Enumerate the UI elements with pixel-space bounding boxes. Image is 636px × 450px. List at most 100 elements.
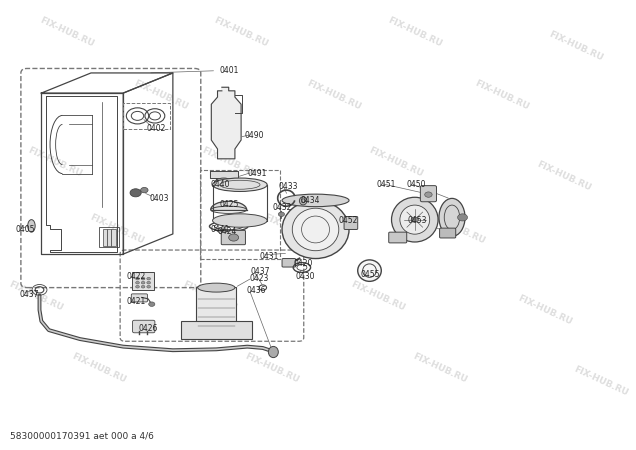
Circle shape: [229, 234, 238, 241]
FancyBboxPatch shape: [132, 320, 155, 333]
Circle shape: [130, 189, 141, 197]
Ellipse shape: [28, 220, 35, 232]
Text: FIX-HUB.RU: FIX-HUB.RU: [132, 79, 189, 112]
Circle shape: [411, 217, 418, 222]
Ellipse shape: [300, 197, 307, 205]
Text: FIX-HUB.RU: FIX-HUB.RU: [535, 159, 592, 192]
Ellipse shape: [214, 178, 233, 188]
Ellipse shape: [357, 260, 382, 281]
Ellipse shape: [282, 200, 349, 259]
Ellipse shape: [392, 197, 438, 242]
Text: FIX-HUB.RU: FIX-HUB.RU: [88, 213, 146, 246]
Circle shape: [141, 285, 145, 288]
Text: 0452: 0452: [338, 216, 358, 225]
Circle shape: [279, 212, 284, 216]
Ellipse shape: [268, 346, 279, 358]
FancyBboxPatch shape: [103, 229, 107, 246]
Text: 0433: 0433: [279, 183, 298, 192]
Text: FIX-HUB.RU: FIX-HUB.RU: [473, 79, 530, 112]
Ellipse shape: [400, 205, 430, 234]
Text: 0437: 0437: [251, 267, 270, 276]
Text: FIX-HUB.RU: FIX-HUB.RU: [8, 280, 65, 313]
Text: FIX-HUB.RU: FIX-HUB.RU: [39, 16, 96, 49]
Text: 0402: 0402: [147, 124, 166, 133]
Ellipse shape: [293, 208, 339, 251]
Circle shape: [147, 285, 151, 288]
Text: FIX-HUB.RU: FIX-HUB.RU: [305, 79, 363, 112]
FancyBboxPatch shape: [439, 228, 456, 238]
Text: 58300000170391 aet 000 a 4/6: 58300000170391 aet 000 a 4/6: [10, 432, 154, 441]
Text: 0422: 0422: [127, 272, 146, 281]
FancyBboxPatch shape: [221, 230, 245, 245]
Text: 0432: 0432: [272, 202, 291, 211]
Ellipse shape: [198, 328, 235, 336]
Text: FIX-HUB.RU: FIX-HUB.RU: [181, 280, 238, 313]
Circle shape: [135, 281, 139, 284]
FancyBboxPatch shape: [107, 229, 111, 246]
Ellipse shape: [212, 178, 267, 191]
Circle shape: [141, 277, 145, 280]
Text: 0436: 0436: [246, 286, 266, 295]
Text: 0441: 0441: [210, 225, 230, 234]
Text: 0425: 0425: [219, 200, 238, 209]
FancyBboxPatch shape: [197, 287, 236, 333]
Text: 0434: 0434: [300, 196, 319, 205]
Text: 0490: 0490: [244, 131, 264, 140]
Polygon shape: [211, 87, 241, 159]
Text: 0440: 0440: [210, 180, 230, 189]
Polygon shape: [211, 201, 247, 210]
Circle shape: [141, 188, 148, 193]
Text: 0453: 0453: [407, 216, 427, 225]
Circle shape: [149, 302, 155, 306]
Text: 0423: 0423: [249, 274, 268, 283]
Text: FIX-HUB.RU: FIX-HUB.RU: [516, 293, 574, 327]
Text: FIX-HUB.RU: FIX-HUB.RU: [200, 146, 258, 179]
Text: FIX-HUB.RU: FIX-HUB.RU: [572, 365, 630, 398]
Text: FIX-HUB.RU: FIX-HUB.RU: [368, 146, 425, 179]
Text: 0424: 0424: [218, 227, 237, 236]
Text: 0430: 0430: [296, 272, 315, 281]
FancyBboxPatch shape: [181, 321, 252, 338]
Text: FIX-HUB.RU: FIX-HUB.RU: [411, 351, 468, 385]
Ellipse shape: [212, 214, 267, 227]
Text: 0401: 0401: [219, 66, 238, 75]
Text: FIX-HUB.RU: FIX-HUB.RU: [548, 30, 605, 63]
Text: FIX-HUB.RU: FIX-HUB.RU: [212, 16, 270, 49]
Text: 0451: 0451: [377, 180, 396, 189]
Text: 0437: 0437: [19, 290, 39, 299]
Circle shape: [457, 214, 467, 221]
Text: 0403: 0403: [149, 194, 169, 202]
Ellipse shape: [198, 283, 235, 292]
FancyBboxPatch shape: [389, 232, 406, 243]
Text: 0455: 0455: [361, 270, 380, 279]
Text: FIX-HUB.RU: FIX-HUB.RU: [429, 213, 487, 246]
FancyBboxPatch shape: [131, 294, 148, 302]
Circle shape: [147, 277, 151, 280]
FancyBboxPatch shape: [111, 229, 116, 246]
Text: 0450: 0450: [406, 180, 426, 189]
Text: FIX-HUB.RU: FIX-HUB.RU: [70, 351, 127, 385]
Text: 0405: 0405: [15, 225, 35, 234]
Circle shape: [141, 281, 145, 284]
Text: FIX-HUB.RU: FIX-HUB.RU: [262, 213, 319, 246]
FancyBboxPatch shape: [420, 186, 436, 202]
Text: 0421: 0421: [127, 297, 146, 306]
Text: 0431: 0431: [259, 252, 279, 261]
FancyBboxPatch shape: [132, 271, 155, 290]
Text: 0420: 0420: [294, 258, 313, 267]
Ellipse shape: [282, 194, 349, 207]
FancyBboxPatch shape: [282, 259, 296, 267]
Ellipse shape: [439, 198, 465, 236]
Text: FIX-HUB.RU: FIX-HUB.RU: [26, 146, 84, 179]
Text: FIX-HUB.RU: FIX-HUB.RU: [349, 280, 406, 313]
Circle shape: [425, 192, 432, 197]
FancyBboxPatch shape: [344, 216, 357, 230]
Text: 0491: 0491: [247, 169, 266, 178]
Circle shape: [135, 285, 139, 288]
Text: FIX-HUB.RU: FIX-HUB.RU: [244, 351, 301, 385]
Polygon shape: [210, 171, 238, 178]
Circle shape: [135, 277, 139, 280]
Text: 0426: 0426: [139, 324, 158, 333]
Circle shape: [147, 281, 151, 284]
Text: FIX-HUB.RU: FIX-HUB.RU: [386, 16, 443, 49]
